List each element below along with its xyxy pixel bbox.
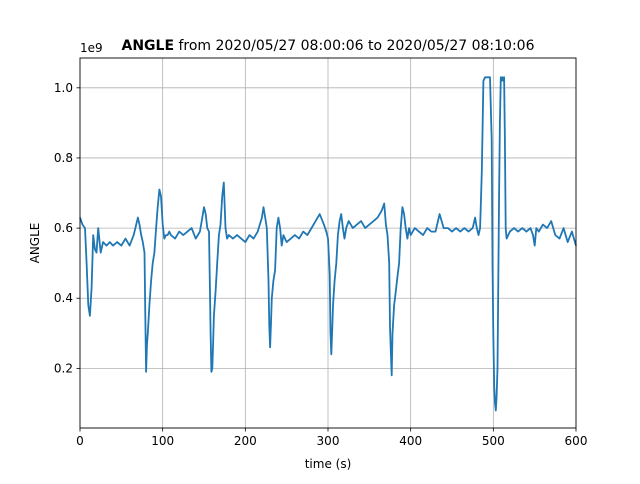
y-offset-label: 1e9 <box>80 41 103 55</box>
x-tick-label: 500 <box>482 434 505 448</box>
y-axis-ticks: 0.2 0.4 0.6 0.8 1.0 <box>54 81 80 375</box>
y-tick-label: 0.6 <box>54 221 73 235</box>
x-tick-label: 600 <box>565 434 588 448</box>
x-axis-label: time (s) <box>305 457 352 471</box>
x-tick-label: 100 <box>151 434 174 448</box>
y-tick-label: 1.0 <box>54 81 73 95</box>
x-tick-label: 400 <box>399 434 422 448</box>
y-tick-label: 0.2 <box>54 361 73 375</box>
x-tick-label: 200 <box>234 434 257 448</box>
chart-title-bold: ANGLE <box>121 38 174 54</box>
series-layer <box>79 76 577 412</box>
x-tick-label: 300 <box>317 434 340 448</box>
series-line-angle <box>79 76 577 412</box>
x-tick-label: 0 <box>76 434 84 448</box>
y-axis-label: ANGLE <box>28 223 42 264</box>
y-tick-label: 0.8 <box>54 151 73 165</box>
grid-lines <box>80 58 576 428</box>
x-axis-ticks: 0 100 200 300 400 500 600 <box>76 428 587 448</box>
chart-title: ANGLE from 2020/05/27 08:00:06 to 2020/0… <box>121 38 534 54</box>
y-tick-label: 0.4 <box>54 291 73 305</box>
chart-title-rest: from 2020/05/27 08:00:06 to 2020/05/27 0… <box>174 38 535 54</box>
